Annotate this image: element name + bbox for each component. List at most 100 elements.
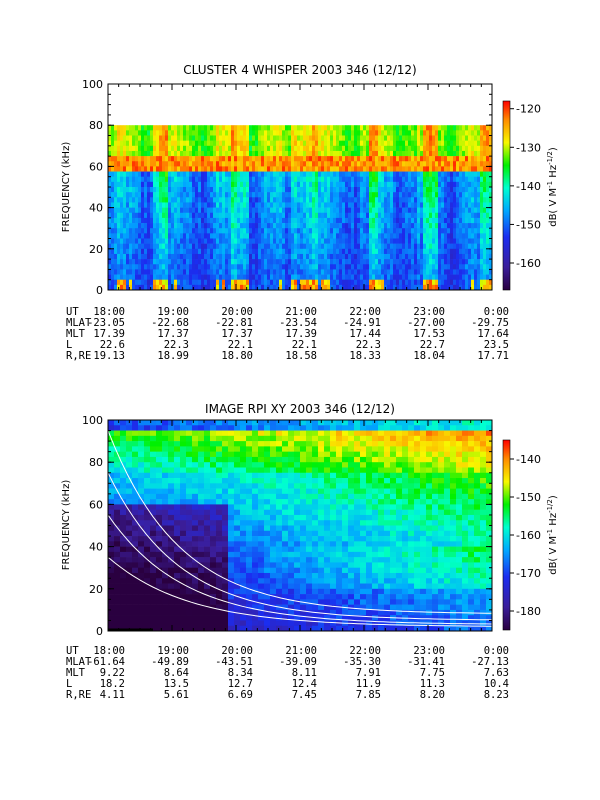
spectrogram-cell xyxy=(132,430,139,437)
spectrogram-cell xyxy=(483,264,487,270)
spectrogram-cell xyxy=(165,181,169,188)
spectrogram-cell xyxy=(252,238,256,244)
spectrogram-cell xyxy=(444,135,448,141)
spectrogram-cell xyxy=(225,135,229,141)
spectrogram-cell xyxy=(162,212,166,219)
spectrogram-cell xyxy=(270,269,274,275)
spectrogram-cell xyxy=(171,264,175,270)
spectrogram-cell xyxy=(480,181,484,188)
spectrogram-cell xyxy=(147,130,151,136)
spectrogram-cell xyxy=(153,207,157,214)
spectrogram-cell xyxy=(180,217,184,224)
spectrogram-cell xyxy=(375,125,379,131)
spectrogram-cell xyxy=(240,176,244,183)
spectrogram-cell xyxy=(126,541,133,547)
spectrogram-cell xyxy=(378,279,382,286)
spectrogram-cell xyxy=(192,599,199,605)
spectrogram-cell xyxy=(213,228,217,234)
spectrogram-cell xyxy=(399,238,403,244)
spectrogram-cell xyxy=(411,233,415,239)
spectrogram-cell xyxy=(207,223,211,229)
spectrogram-cell xyxy=(366,223,370,229)
spectrogram-cell xyxy=(417,243,421,250)
spectrogram-cell xyxy=(432,253,436,260)
spectrogram-cell xyxy=(324,223,328,229)
ephemeris-value: 17.39 xyxy=(93,328,125,340)
spectrogram-cell xyxy=(372,269,376,275)
spectrogram-cell xyxy=(435,156,439,162)
spectrogram-cell xyxy=(309,135,313,141)
spectrogram-cell xyxy=(423,269,427,275)
spectrogram-cell xyxy=(456,156,460,162)
spectrogram-cell xyxy=(153,187,157,193)
spectrogram-cell xyxy=(132,499,139,505)
spectrogram-cell xyxy=(273,140,277,147)
spectrogram-cell xyxy=(186,572,193,579)
spectrogram-cell xyxy=(150,259,154,265)
spectrogram-cell xyxy=(432,223,436,229)
spectrogram-cell xyxy=(156,192,160,198)
spectrogram-cell xyxy=(207,274,211,280)
spectrogram-cell xyxy=(351,238,355,244)
spectrogram-cell xyxy=(342,284,346,291)
spectrogram-cell xyxy=(156,156,160,162)
spectrogram-cell xyxy=(138,588,145,595)
spectrogram-cell xyxy=(357,279,361,286)
spectrogram-cell xyxy=(198,567,205,574)
spectrogram-cell xyxy=(291,130,295,136)
spectrogram-cell xyxy=(372,156,376,162)
spectrogram-cell xyxy=(156,187,160,193)
spectrogram-cell xyxy=(330,217,334,224)
spectrogram-cell xyxy=(456,161,460,167)
spectrogram-cell xyxy=(327,217,331,224)
spectrogram-cell xyxy=(318,130,322,136)
spectrogram-cell xyxy=(279,284,283,291)
spectrogram-cell xyxy=(366,197,370,203)
y-tick-label: 0 xyxy=(96,284,103,297)
spectrogram-cell xyxy=(339,197,343,203)
spectrogram-cell xyxy=(267,279,271,286)
spectrogram-cell xyxy=(423,176,427,183)
spectrogram-cell xyxy=(204,135,208,141)
spectrogram-cell xyxy=(354,264,358,270)
spectrogram-cell xyxy=(111,171,115,177)
spectrogram-cell xyxy=(402,279,406,286)
spectrogram-cell xyxy=(192,140,196,147)
spectrogram-cell xyxy=(411,187,415,193)
spectrogram-cell xyxy=(180,130,184,136)
spectrogram-cell xyxy=(228,161,232,167)
spectrogram-cell xyxy=(144,541,151,547)
spectrogram-cell xyxy=(219,192,223,198)
spectrogram-cell xyxy=(126,202,130,208)
spectrogram-cell xyxy=(177,248,181,255)
spectrogram-cell xyxy=(477,145,481,152)
spectrogram-cell xyxy=(192,212,196,219)
spectrogram-cell xyxy=(489,135,493,141)
spectrogram-cell xyxy=(363,181,367,188)
spectrogram-cell xyxy=(186,499,193,505)
spectrogram-cell xyxy=(318,125,322,131)
spectrogram-cell xyxy=(273,238,277,244)
spectrogram-cell xyxy=(135,243,139,250)
spectrogram-cell xyxy=(177,233,181,239)
spectrogram-cell xyxy=(222,217,226,224)
spectrogram-cell xyxy=(186,166,190,172)
spectrogram-cell xyxy=(450,187,454,193)
spectrogram-cell xyxy=(303,161,307,167)
spectrogram-cell xyxy=(417,130,421,136)
spectrogram-cell xyxy=(453,233,457,239)
spectrogram-cell xyxy=(462,171,466,177)
spectrogram-cell xyxy=(216,156,220,162)
spectrogram-cell xyxy=(111,212,115,219)
spectrogram-cell xyxy=(402,197,406,203)
spectrogram-cell xyxy=(261,253,265,260)
spectrogram-cell xyxy=(387,181,391,188)
spectrogram-cell xyxy=(174,238,178,244)
spectrogram-cell xyxy=(255,125,259,131)
spectrogram-cell xyxy=(222,140,226,147)
spectrogram-cell xyxy=(441,176,445,183)
spectrogram-cell xyxy=(108,525,115,532)
spectrogram-cell xyxy=(405,233,409,239)
spectrogram-cell xyxy=(204,572,211,579)
spectrogram-cell xyxy=(435,197,439,203)
